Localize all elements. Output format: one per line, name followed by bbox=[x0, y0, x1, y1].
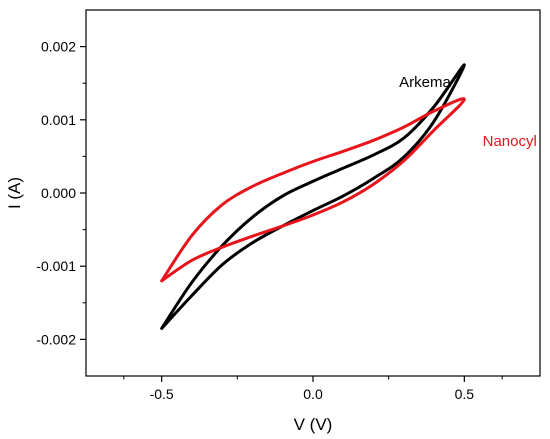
y-tick-label: 0.002 bbox=[41, 39, 76, 55]
y-axis-ticks: -0.002 -0.001 0.000 0.001 0.002 bbox=[36, 39, 86, 347]
annotation-layer: Arkema Nanocyl bbox=[399, 74, 537, 150]
annotation-nanocyl: Nanocyl bbox=[483, 133, 537, 150]
y-tick-label: 0.000 bbox=[41, 185, 76, 201]
x-axis-label: V (V) bbox=[294, 415, 333, 434]
y-tick-label: 0.001 bbox=[41, 112, 76, 128]
series-layer bbox=[160, 63, 466, 330]
x-tick-label: -0.5 bbox=[150, 386, 174, 402]
plot-frame bbox=[85, 9, 541, 377]
series-line-arkema bbox=[160, 63, 466, 330]
y-tick-label: -0.001 bbox=[36, 258, 76, 274]
x-tick-label: 0.0 bbox=[303, 386, 323, 402]
series-line-nanocyl bbox=[160, 97, 466, 283]
x-axis-ticks: -0.5 0.0 0.5 bbox=[123, 376, 503, 402]
annotation-arkema: Arkema bbox=[399, 74, 451, 91]
y-tick-label: -0.002 bbox=[36, 331, 76, 347]
y-axis-label: I (A) bbox=[5, 177, 24, 209]
x-tick-label: 0.5 bbox=[455, 386, 475, 402]
